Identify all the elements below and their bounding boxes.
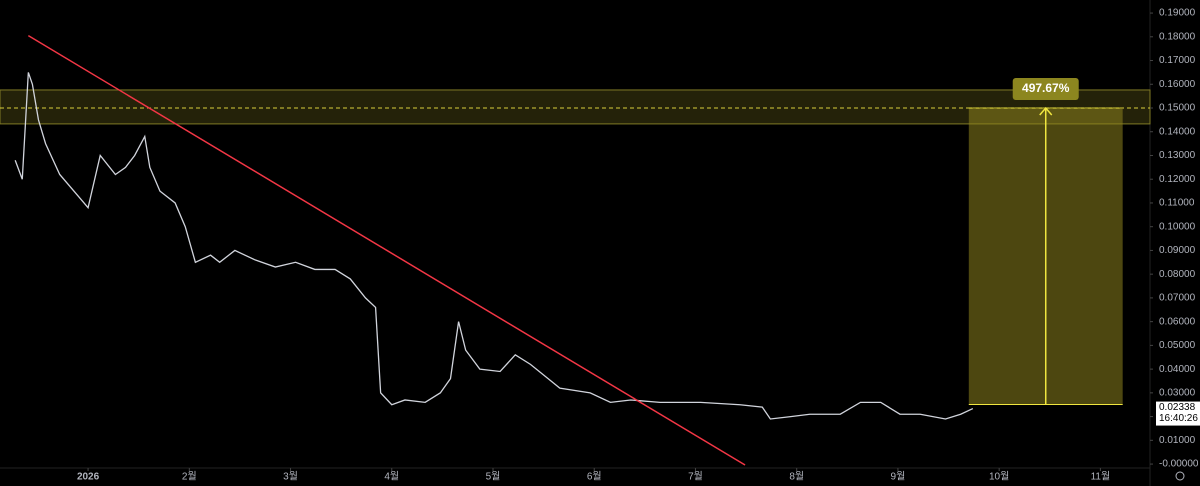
x-tick-label: 2026: [77, 472, 100, 483]
x-tick-label: 10월: [989, 471, 1009, 483]
y-tick-label: 0.05000: [1159, 340, 1196, 351]
y-tick-label: 0.15000: [1159, 103, 1196, 114]
position-label-bg: [1012, 78, 1079, 101]
settings-icon[interactable]: [1175, 471, 1185, 481]
x-tick-label: 5월: [486, 471, 501, 483]
y-tick-label: 0.13000: [1159, 150, 1196, 161]
y-tick-label: 0.10000: [1159, 221, 1196, 232]
zone: [0, 89, 1151, 125]
x-tick-label: 11월: [1091, 471, 1111, 483]
x-tick-label: 2월: [182, 471, 197, 483]
x-tick-label: 4월: [384, 471, 399, 483]
y-tick-label: -0.00000: [1159, 459, 1199, 470]
y-tick-label: 0.17000: [1159, 55, 1196, 66]
x-tick-label: 9월: [891, 471, 906, 483]
y-tick-label: 0.01000: [1159, 435, 1196, 446]
price-line: [14, 72, 974, 420]
y-tick-label: 0.08000: [1159, 269, 1196, 280]
y-tick-label: 0.16000: [1159, 79, 1196, 90]
y-tick-label: 0.11000: [1159, 198, 1195, 209]
y-tick-label: 0.07000: [1159, 293, 1196, 304]
price-label-bg: [1156, 401, 1200, 426]
y-tick-label: 0.04000: [1159, 364, 1196, 375]
arrow-head: [1039, 106, 1053, 116]
x-tick-label: 7월: [688, 471, 703, 483]
x-tick-label: 8월: [789, 471, 804, 483]
y-tick-label: 0.03000: [1159, 387, 1196, 398]
y-tick-label: 0.19000: [1159, 8, 1196, 19]
trendline: [27, 34, 746, 466]
x-tick-label: 6월: [587, 471, 602, 483]
y-tick-label: 0.18000: [1159, 31, 1196, 42]
countdown: 16:40:26: [1159, 413, 1198, 424]
price-label: 0.02338: [1159, 402, 1196, 413]
y-tick-label: 0.14000: [1159, 126, 1196, 137]
y-tick-label: 0.06000: [1159, 316, 1196, 327]
y-tick-label: 0.12000: [1159, 174, 1196, 185]
x-tick-label: 3월: [283, 471, 298, 483]
position-label: 497.67%: [1022, 81, 1070, 95]
y-tick-label: 0.09000: [1159, 245, 1196, 256]
